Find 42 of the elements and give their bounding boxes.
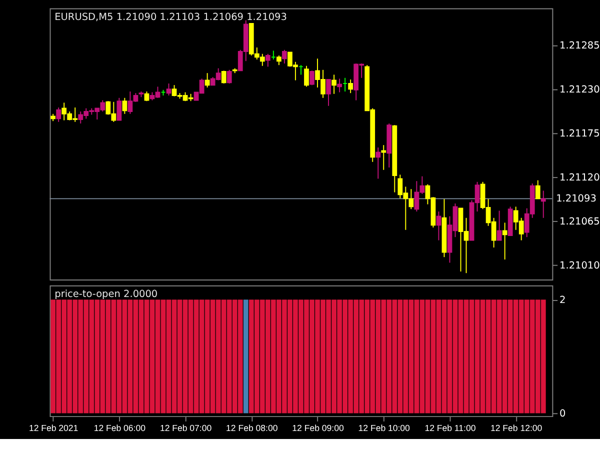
candlestick [282, 49, 287, 64]
candlestick [332, 74, 336, 94]
x-tick-label: 12 Feb 11:00 [424, 423, 476, 434]
candlestick [496, 210, 502, 241]
candlestick [116, 97, 122, 121]
x-tick-label: 12 Feb 10:00 [358, 423, 410, 434]
candlestick [535, 180, 540, 200]
y-tick-label: 1.21285 [560, 40, 600, 52]
candlestick [326, 78, 331, 106]
candlestick [221, 70, 226, 84]
x-tick-label: 12 Feb 2021 [28, 423, 78, 434]
candlestick [276, 54, 282, 66]
y-tick-label: 1.21065 [560, 216, 600, 228]
chart-title: price-to-open 2.0000 [54, 289, 158, 300]
x-tick-label: 12 Feb 12:00 [490, 423, 542, 434]
candlestick [204, 72, 210, 88]
chart-title: EURUSD,M5 1.21090 1.21103 1.21069 1.21093 [54, 12, 287, 23]
ref-line-label: 1.21093 [556, 194, 596, 205]
candlestick [310, 70, 314, 86]
candlestick [381, 144, 386, 170]
candlestick [540, 190, 546, 218]
y-tick-label: 0 [560, 408, 566, 420]
candlestick [337, 78, 342, 93]
candlestick [166, 82, 172, 96]
candlestick [436, 211, 442, 241]
x-tick-label: 12 Feb 07:00 [160, 423, 212, 434]
x-tick-label: 12 Feb 08:00 [226, 423, 278, 434]
y-tick-label: 1.21120 [560, 172, 600, 184]
candlestick [56, 107, 62, 122]
y-tick-label: 2 [560, 294, 566, 306]
candlestick [502, 222, 508, 260]
x-tick-label: 12 Feb 06:00 [94, 423, 146, 434]
candlestick [265, 53, 270, 68]
candlestick [348, 78, 353, 94]
candlestick [376, 147, 381, 180]
x-tick-label: 12 Feb 09:00 [292, 423, 344, 434]
candlestick [122, 97, 128, 114]
y-tick-label: 1.21175 [560, 128, 600, 140]
y-tick-label: 1.21010 [560, 260, 600, 272]
candlestick [304, 65, 309, 88]
candlestick [226, 69, 232, 84]
y-tick-label: 1.21230 [560, 84, 600, 96]
